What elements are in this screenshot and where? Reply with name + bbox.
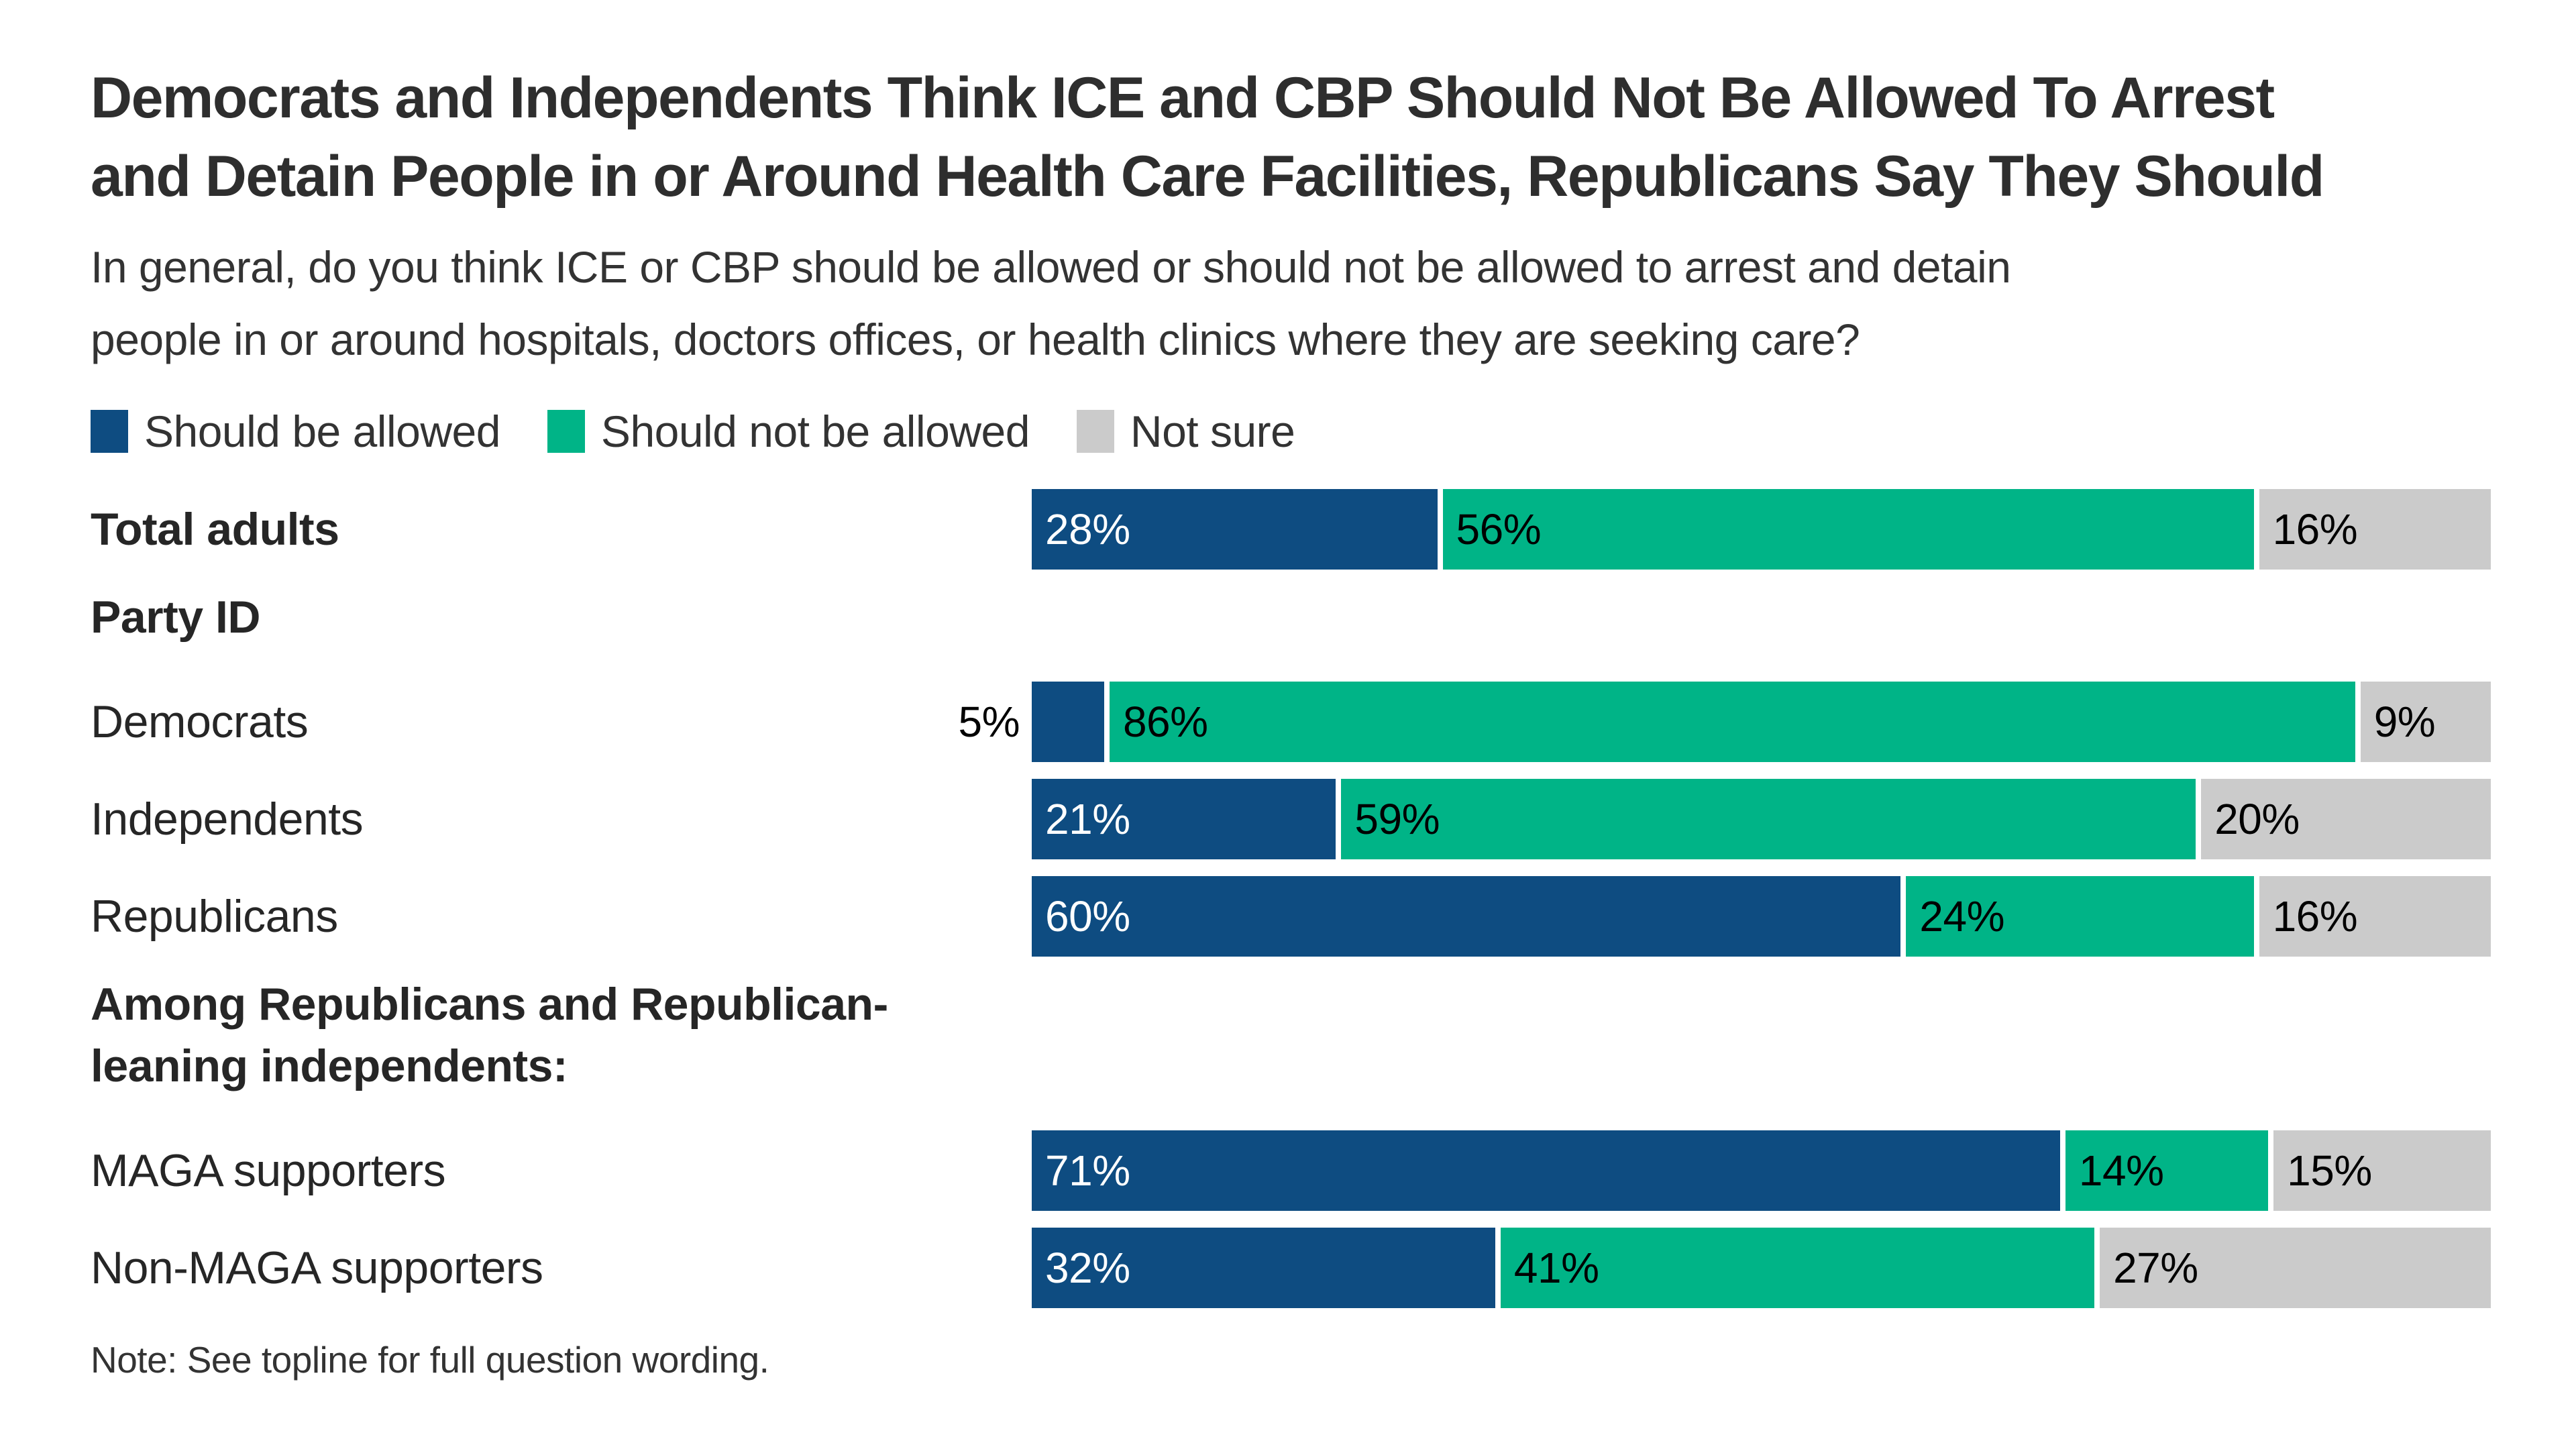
legend-item-should-not-be-allowed: Should not be allowed [547, 406, 1030, 457]
legend-swatch-blue-icon [91, 410, 128, 453]
legend-item-not-sure: Not sure [1076, 406, 1295, 457]
value-label: 15% [2287, 1146, 2372, 1195]
bar-segment-should-not-be-allowed: 56% [1442, 489, 2254, 570]
legend-swatch-gray-icon [1076, 410, 1114, 453]
category-label: Total adults [91, 504, 339, 555]
bar-segment-not-sure: 27% [2100, 1228, 2491, 1308]
bar-non-maga-supporters: 32% 41% 27% [1032, 1228, 2491, 1308]
bar-segment-not-sure: 16% [2259, 876, 2491, 957]
outside-value-label: 5% [958, 698, 1020, 746]
legend-label: Not sure [1130, 407, 1295, 456]
row-maga-supporters: MAGA supporters 71% 14% 15% [91, 1130, 2491, 1211]
value-label: 21% [1045, 795, 1130, 843]
category-label: MAGA supporters [91, 1145, 446, 1196]
bar-independents: 21% 59% 20% [1032, 779, 2491, 859]
bar-segment-should-not-be-allowed: 24% [1906, 876, 2254, 957]
bar-segment-should-be-allowed: 71% [1032, 1130, 2060, 1211]
row-democrats: Democrats 5% 86% 9% [91, 682, 2491, 762]
category-label: Democrats [91, 696, 309, 747]
bar-segment-should-not-be-allowed: 41% [1500, 1228, 2095, 1308]
category-label: Non-MAGA supporters [91, 1242, 543, 1293]
row-total-adults: Total adults 28% 56% 16% [91, 489, 2491, 570]
value-label: 14% [2078, 1146, 2164, 1195]
value-label: 71% [1045, 1146, 1130, 1195]
value-label: 28% [1045, 505, 1130, 553]
value-label: 32% [1045, 1244, 1130, 1292]
title-line-2: and Detain People in or Around Health Ca… [91, 144, 2324, 209]
bar-maga-supporters: 71% 14% 15% [1032, 1130, 2491, 1211]
value-label: 24% [1919, 892, 2004, 941]
category-label: Independents [91, 794, 364, 845]
bar-segment-not-sure: 20% [2201, 779, 2491, 859]
subtitle-line-1: In general, do you think ICE or CBP shou… [91, 242, 2011, 292]
title-line-1: Democrats and Independents Think ICE and… [91, 66, 2275, 130]
category-label: Republicans [91, 891, 338, 942]
legend-label: Should not be allowed [600, 407, 1030, 456]
bar-segment-not-sure: 16% [2259, 489, 2491, 570]
bar-segment-should-be-allowed: 21% [1032, 779, 1336, 859]
value-label: 16% [2272, 892, 2358, 941]
value-label: 86% [1122, 698, 1208, 746]
bar-democrats: 5% 86% 9% [959, 682, 2491, 762]
bar-segment-should-not-be-allowed: 59% [1341, 779, 2196, 859]
chart-title: Democrats and Independents Think ICE and… [91, 59, 2491, 216]
legend-item-should-be-allowed: Should be allowed [91, 406, 500, 457]
bar-segment-should-be-allowed: 28% [1032, 489, 1438, 570]
legend: Should be allowed Should not be allowed … [91, 406, 2491, 457]
row-non-maga-supporters: Non-MAGA supporters 32% 41% 27% [91, 1228, 2491, 1308]
value-label: 9% [2373, 698, 2436, 746]
bar-republicans: 60% 24% 16% [1032, 876, 2491, 957]
footnote: Note: See topline for full question word… [91, 1339, 769, 1381]
subtitle-line-2: people in or around hospitals, doctors o… [91, 315, 1860, 364]
row-independents: Independents 21% 59% 20% [91, 779, 2491, 859]
bar-segment-should-be-allowed: 5% [959, 682, 1104, 762]
stacked-bar-chart: Total adults 28% 56% 16% Party ID Democr… [91, 489, 2491, 1308]
bar-segment-not-sure: 15% [2273, 1130, 2491, 1211]
value-label: 27% [2113, 1244, 2198, 1292]
row-republicans: Republicans 60% 24% 16% [91, 876, 2491, 957]
bar-segment-should-not-be-allowed: 86% [1109, 682, 2355, 762]
value-label: 59% [1354, 795, 1440, 843]
bar-segment-should-not-be-allowed: 14% [2065, 1130, 2269, 1211]
bar-segment-not-sure: 9% [2360, 682, 2491, 762]
section-header-among-republicans: Among Republicans and Republican-leaning… [91, 979, 888, 1091]
bar-segment-should-be-allowed: 32% [1032, 1228, 1495, 1308]
bar-total-adults: 28% 56% 16% [1032, 489, 2491, 570]
legend-swatch-green-icon [547, 410, 585, 453]
chart-subtitle: In general, do you think ICE or CBP shou… [91, 231, 2491, 376]
value-label: 16% [2272, 505, 2358, 553]
bar-segment-should-be-allowed: 60% [1032, 876, 1901, 957]
value-label: 20% [2214, 795, 2300, 843]
value-label: 56% [1456, 505, 1542, 553]
value-label: 60% [1045, 892, 1130, 941]
value-label: 41% [1513, 1244, 1599, 1292]
section-header-party-id: Party ID [91, 592, 261, 643]
legend-label: Should be allowed [144, 407, 500, 456]
